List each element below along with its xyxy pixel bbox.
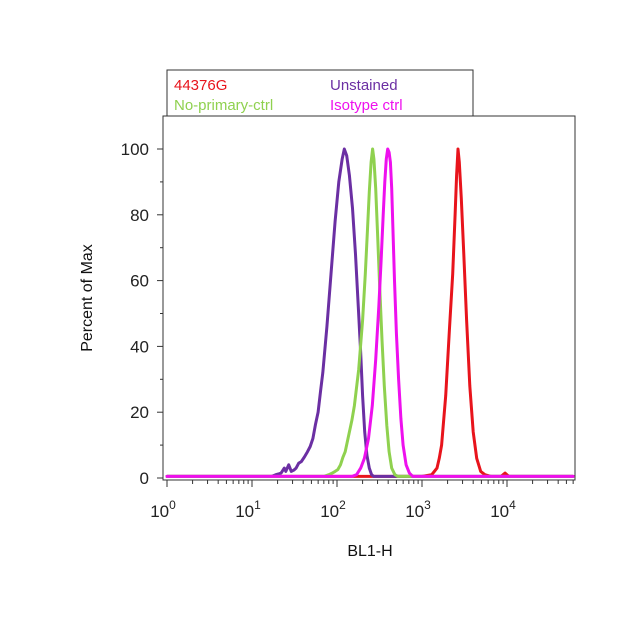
series-line-isotype-ctrl [165,147,575,478]
y-tick-label: 40 [130,337,149,356]
y-tick-label: 0 [140,469,149,488]
x-tick-label: 101 [235,498,261,521]
legend-label-44376g: 44376G [174,77,227,94]
y-tick-label: 20 [130,403,149,422]
y-tick-label: 80 [130,206,149,225]
y-tick-label: 100 [121,140,149,159]
legend-label-unstained: Unstained [330,77,398,94]
x-axis-title: BL1-H [347,543,392,560]
y-tick-label: 60 [130,272,149,291]
x-tick-label: 100 [150,498,176,521]
legend-box [166,69,474,117]
legend-label-no-primary-ctrl: No-primary-ctrl [174,97,273,114]
series-line-unstained [165,147,575,478]
x-tick-label: 103 [405,498,431,521]
x-axis: 100 101 102 103 104 [150,480,574,521]
y-axis: 0 20 40 60 80 100 [121,140,163,488]
series-line-no-primary-ctrl [165,147,575,478]
x-tick-label: 104 [490,498,516,521]
series-lines [165,147,575,478]
y-axis-title: Percent of Max [79,244,96,352]
x-tick-label: 102 [320,498,346,521]
legend-label-isotype-ctrl: Isotype ctrl [330,97,403,114]
